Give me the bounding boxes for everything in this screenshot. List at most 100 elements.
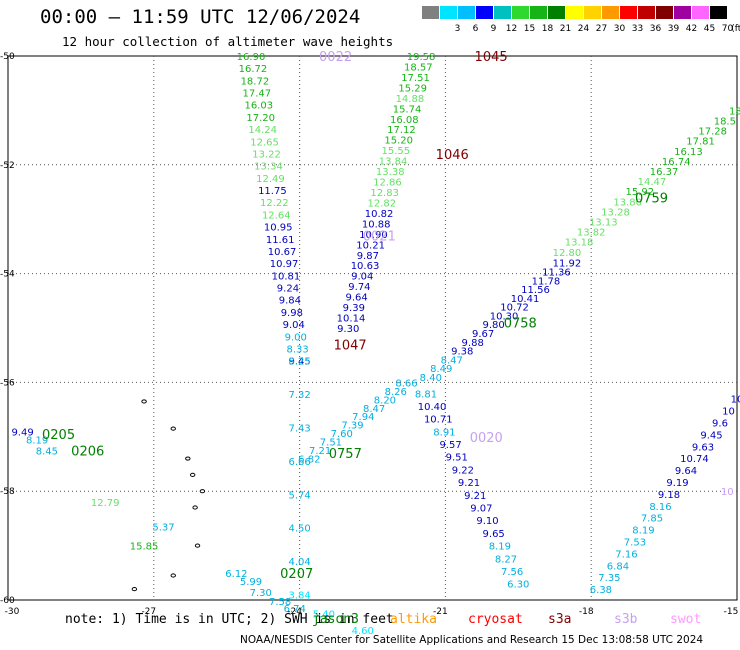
swh-label: 12.82 bbox=[368, 198, 397, 209]
map-title: 00:00 – 11:59 UTC 12/06/2024 bbox=[40, 6, 361, 28]
swh-label: 8.49 bbox=[430, 364, 452, 375]
swh-label: 15.85 bbox=[130, 542, 159, 553]
swh-label: 4.50 bbox=[288, 524, 310, 535]
pass-time-label: 0206 bbox=[71, 444, 104, 459]
swh-label: 13.38 bbox=[376, 167, 405, 178]
swh-label: 16.37 bbox=[650, 167, 679, 178]
note-text: note: 1) Time is in UTC; 2) SWH is in fe… bbox=[65, 612, 394, 627]
pass-time-label: 0207 bbox=[280, 567, 313, 582]
swh-label: 8.16 bbox=[649, 502, 671, 513]
swh-label: 12.80 bbox=[553, 248, 582, 259]
swh-label: 16.90 bbox=[237, 52, 266, 63]
swh-label: 10.63 bbox=[351, 261, 380, 272]
swh-label: 7.58 bbox=[269, 597, 291, 608]
swh-label: 14.24 bbox=[248, 125, 277, 136]
swh-label: 8.19 bbox=[632, 526, 654, 537]
swh-label: 7.32 bbox=[288, 390, 310, 401]
scale-swatch bbox=[584, 6, 601, 19]
swh-label: 10 bbox=[722, 407, 735, 418]
swh-label: 7.85 bbox=[641, 514, 663, 525]
swh-label: 9.21 bbox=[464, 491, 486, 502]
swh-label: 18.57 bbox=[404, 62, 433, 73]
swh-label: 10.71 bbox=[424, 415, 453, 426]
swh-label: 13.84 bbox=[379, 157, 408, 168]
swh-label: 9.51 bbox=[446, 453, 468, 464]
swh-label: 8.45 bbox=[36, 446, 58, 457]
swh-label: 16.72 bbox=[239, 64, 268, 75]
swh-label: 17.12 bbox=[387, 125, 416, 136]
swh-label: 12.64 bbox=[262, 210, 291, 221]
map-frame bbox=[7, 55, 738, 601]
swh-label: 10.72 bbox=[500, 303, 529, 314]
swh-label: 9.80 bbox=[482, 320, 504, 331]
pass-time-label: 1047 bbox=[334, 338, 367, 353]
swh-label: 9.00 bbox=[285, 332, 307, 343]
swh-label: 12.65 bbox=[250, 137, 279, 148]
swh-label: 11.36 bbox=[542, 268, 571, 279]
swh-label: 5.99 bbox=[240, 577, 262, 588]
swh-label: 8.33 bbox=[287, 344, 309, 355]
legend-item-jason3: jason3 bbox=[312, 612, 359, 627]
y-tick-label: -54 bbox=[0, 270, 15, 280]
swh-label: 10.40 bbox=[418, 402, 447, 413]
swh-label: 11.75 bbox=[258, 186, 287, 197]
swh-label: 5.37 bbox=[152, 523, 174, 534]
swh-label: 8.47 bbox=[441, 355, 463, 366]
y-tick-label: -56 bbox=[0, 378, 15, 388]
swh-label: 9.98 bbox=[281, 308, 303, 319]
swh-label: 9.04 bbox=[283, 320, 305, 331]
swh-label: 9.22 bbox=[452, 465, 474, 476]
graticule bbox=[8, 56, 737, 600]
swh-label: 9.45 bbox=[288, 357, 310, 368]
swh-label: 15.74 bbox=[393, 104, 422, 115]
swh-label: 17.28 bbox=[698, 127, 727, 138]
swh-label: 9.45 bbox=[700, 430, 722, 441]
swh-label: 11.56 bbox=[521, 285, 550, 296]
scale-label: 70 bbox=[721, 24, 734, 34]
scale-label: 6 bbox=[472, 24, 479, 34]
swh-label: 7.16 bbox=[615, 549, 637, 560]
scale-swatch bbox=[422, 6, 439, 19]
swh-label: 4.60 bbox=[352, 626, 374, 637]
swh-label: 19.58 bbox=[407, 52, 436, 63]
swh-label: 18.72 bbox=[241, 76, 270, 87]
scale-swatch bbox=[620, 6, 637, 19]
swh-label: 14.47 bbox=[638, 177, 667, 188]
island-outline bbox=[192, 505, 198, 510]
swh-label: 8.19 bbox=[489, 542, 511, 553]
legend-item-s3a: s3a bbox=[548, 612, 572, 627]
swh-label: 9.04 bbox=[351, 272, 373, 283]
swh-label: 10.97 bbox=[270, 259, 299, 270]
swh-label: 16.03 bbox=[244, 101, 273, 112]
island-outline bbox=[170, 573, 176, 578]
swh-label: 6.82 bbox=[298, 455, 320, 466]
y-tick-label: -58 bbox=[0, 487, 15, 497]
swh-label: 10 bbox=[721, 487, 734, 498]
scale-label: 36 bbox=[649, 24, 662, 34]
swh-label: 7.43 bbox=[288, 423, 310, 434]
scale-label: 24 bbox=[577, 24, 590, 34]
swh-label: 13.28 bbox=[601, 207, 630, 218]
pass-time-label: 1045 bbox=[475, 50, 508, 65]
scale-label: 21 bbox=[559, 24, 572, 34]
scale-label: 33 bbox=[631, 24, 644, 34]
scale-unit: (ft) bbox=[731, 24, 740, 34]
swh-label: 9.24 bbox=[277, 284, 299, 295]
swh-label: 8.27 bbox=[495, 554, 517, 565]
pass-time-label: 0022 bbox=[319, 50, 352, 65]
y-tick-label: -50 bbox=[0, 52, 15, 62]
swh-label: 10.82 bbox=[365, 209, 394, 220]
swh-label: 12.86 bbox=[373, 178, 402, 189]
swh-label: 11.92 bbox=[553, 259, 582, 270]
scale-swatch bbox=[530, 6, 547, 19]
pass-time-label: 0757 bbox=[329, 447, 362, 462]
swh-label: 4.04 bbox=[288, 557, 310, 568]
swh-label: 8.47 bbox=[363, 404, 385, 415]
swh-label: 10.74 bbox=[680, 454, 709, 465]
x-tick-label: -27 bbox=[141, 607, 156, 617]
swh-label: 9.84 bbox=[279, 296, 301, 307]
swh-label: 5.40 bbox=[313, 610, 335, 621]
x-tick-label: -21 bbox=[433, 607, 448, 617]
island-outline bbox=[189, 472, 196, 477]
swh-label: 13.34 bbox=[254, 162, 283, 173]
